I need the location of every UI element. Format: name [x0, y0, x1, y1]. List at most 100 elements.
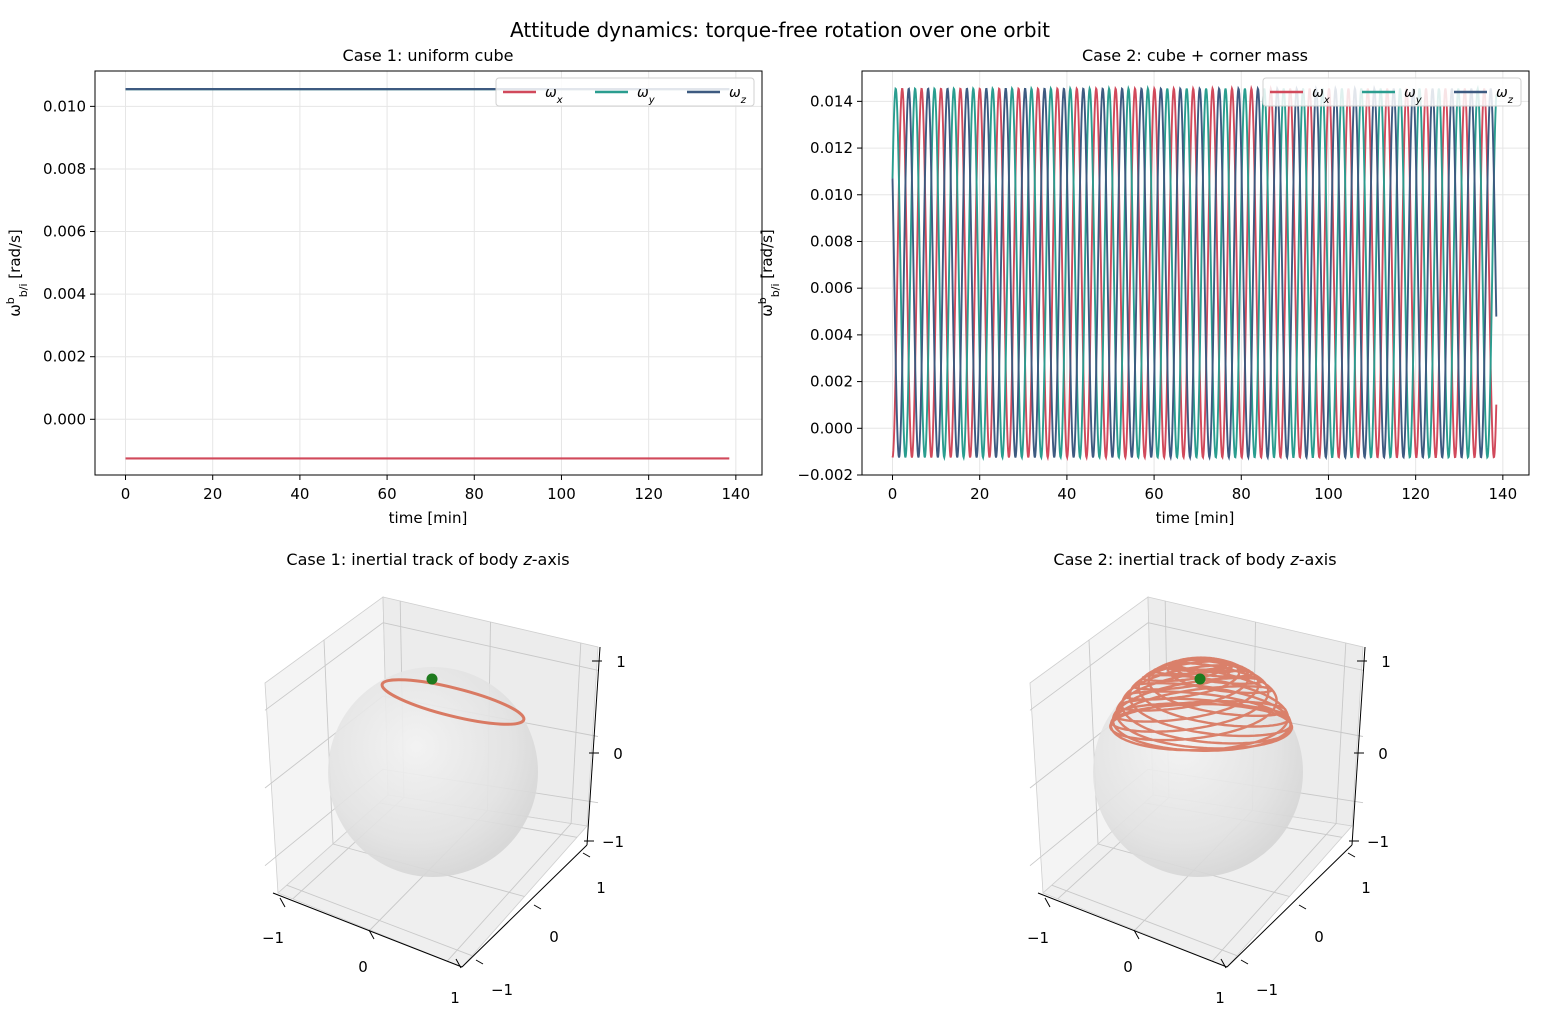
3d-axis-line [1037, 892, 1228, 968]
3d-axis-line [586, 646, 601, 846]
3d-tick-label: 0 [1123, 958, 1133, 976]
case1-track-3d: 1 0 −1 −1 0 1 1 0 −1 [262, 596, 626, 1007]
case1-legend: ωx ωy ωz [495, 77, 755, 107]
3d-grid-line [570, 642, 582, 824]
x-tick-label: 0 [121, 485, 131, 503]
series-line-wy [891, 84, 1498, 462]
3d-tick-label: 1 [596, 879, 606, 897]
x-tick-label: 60 [1145, 485, 1164, 503]
x-tick-label: 40 [1057, 485, 1076, 503]
3d-tick-label: 0 [549, 928, 559, 946]
3d-tick-mark [582, 852, 591, 858]
3d-grid-line [1335, 642, 1347, 824]
3d-tick-label: −1 [1367, 833, 1389, 851]
case2-xlabel: time [min] [1156, 509, 1235, 527]
3d-tick-label: 1 [450, 989, 460, 1007]
case2-axes [861, 70, 1530, 476]
3d-tick-mark [1133, 929, 1140, 940]
3d-tick-mark [1240, 959, 1249, 965]
case1-axes [94, 70, 763, 476]
y-tick-label: 0.010 [810, 186, 853, 204]
y-tick-label: 0.014 [810, 92, 853, 110]
x-tick-label: 100 [1314, 485, 1343, 503]
3d-grid-line [264, 622, 384, 711]
3d-tick-label: 0 [613, 745, 623, 763]
y-tick-label: 0.008 [810, 232, 853, 250]
start-marker [1194, 673, 1206, 685]
x-tick-label: 80 [1232, 485, 1251, 503]
3d-tick-mark [533, 904, 542, 910]
y-tick-label: 0.002 [43, 348, 86, 366]
3d-grid-line [323, 639, 334, 845]
case2-track-title: Case 2: inertial track of body z-axis [1053, 550, 1336, 569]
3d-tick-mark [1044, 897, 1051, 908]
3d-grid-line [1029, 622, 1149, 711]
3d-axis-line [272, 892, 463, 968]
3d-tick-label: 1 [616, 653, 626, 671]
x-tick-label: 40 [290, 485, 309, 503]
case2-track-3d: 1 0 −1 −1 0 1 1 0 −1 [1027, 596, 1391, 1007]
y-tick-label: 0.008 [43, 160, 86, 178]
x-tick-label: 120 [634, 485, 663, 503]
y-tick-label: 0.012 [810, 139, 853, 157]
y-tick-label: 0.000 [810, 419, 853, 437]
case1-series-lines [125, 88, 730, 460]
3d-tick-mark [368, 929, 375, 940]
y-tick-label: 0.006 [43, 223, 86, 241]
3d-tick-label: 0 [1314, 928, 1324, 946]
y-tick-label: −0.002 [797, 466, 853, 484]
axes-frame [861, 70, 1530, 476]
3d-tick-mark [1220, 958, 1227, 969]
x-tick-label: 20 [970, 485, 989, 503]
3d-tick-label: 1 [1215, 989, 1225, 1007]
case1-ticks: 0 20 40 60 80 100 120 140 0.000 0.002 0.004 0.006 0.… [43, 97, 750, 503]
case2-legend: ωx ωy ωz [1262, 77, 1522, 107]
3d-tick-mark [455, 958, 462, 969]
case1-track-title: Case 1: inertial track of body z-axis [286, 550, 569, 569]
3d-tick-label: −1 [1256, 981, 1278, 999]
3d-axis-line [461, 844, 588, 968]
y-tick-label: 0.004 [43, 285, 86, 303]
case1-rate-title: Case 1: uniform cube [343, 46, 514, 65]
unit-sphere [328, 667, 538, 877]
axes-frame [94, 70, 763, 476]
y-tick-label: 0.010 [43, 97, 86, 115]
x-tick-label: 80 [465, 485, 484, 503]
case2-ticks: 0 20 40 60 80 100 120 140 −0.002 0.000 0.002 0.004 0… [797, 92, 1517, 503]
3d-axis-line [1226, 844, 1353, 968]
y-tick-label: 0.000 [43, 410, 86, 428]
x-tick-label: 20 [203, 485, 222, 503]
z-axis-track [1109, 656, 1294, 752]
3d-tick-mark [1298, 904, 1307, 910]
3d-tick-label: −1 [491, 981, 513, 999]
x-tick-label: 140 [722, 485, 751, 503]
case1-rate-plot: Case 1: uniform cube 0 20 40 60 80 100 120 1400… [4, 46, 763, 527]
case2-series-lines [891, 84, 1498, 462]
3d-tick-label: −1 [262, 929, 284, 947]
3d-tick-label: −1 [1027, 929, 1049, 947]
3d-tick-mark [1347, 852, 1356, 858]
z-axis-track [380, 678, 526, 726]
3d-grid-line [1211, 823, 1337, 962]
case2-rate-plot: Case 2: cube + corner mass 0 20 40 60 80 100 1… [756, 46, 1530, 527]
3d-tick-label: 0 [1378, 745, 1388, 763]
x-tick-label: 0 [888, 485, 898, 503]
case1-xlabel: time [min] [389, 509, 468, 527]
x-tick-label: 120 [1401, 485, 1430, 503]
case2-ylabel: ωbb/i [rad/s] [756, 229, 782, 317]
x-tick-label: 60 [378, 485, 397, 503]
3d-tick-mark [475, 959, 484, 965]
y-tick-label: 0.004 [810, 326, 853, 344]
case2-rate-title: Case 2: cube + corner mass [1082, 46, 1308, 65]
series-line-wz [891, 84, 1498, 462]
3d-grid-line [446, 823, 572, 962]
3d-tick-label: 1 [1361, 879, 1371, 897]
3d-tick-mark [279, 897, 286, 908]
x-tick-label: 140 [1489, 485, 1518, 503]
3d-tick-label: −1 [602, 833, 624, 851]
case1-ylabel: ωbb/i [rad/s] [4, 229, 30, 317]
3d-grid-line [1088, 639, 1099, 845]
x-tick-label: 100 [547, 485, 576, 503]
3d-tick-label: 0 [358, 958, 368, 976]
figure-title: Attitude dynamics: torque-free rotation … [510, 18, 1050, 42]
